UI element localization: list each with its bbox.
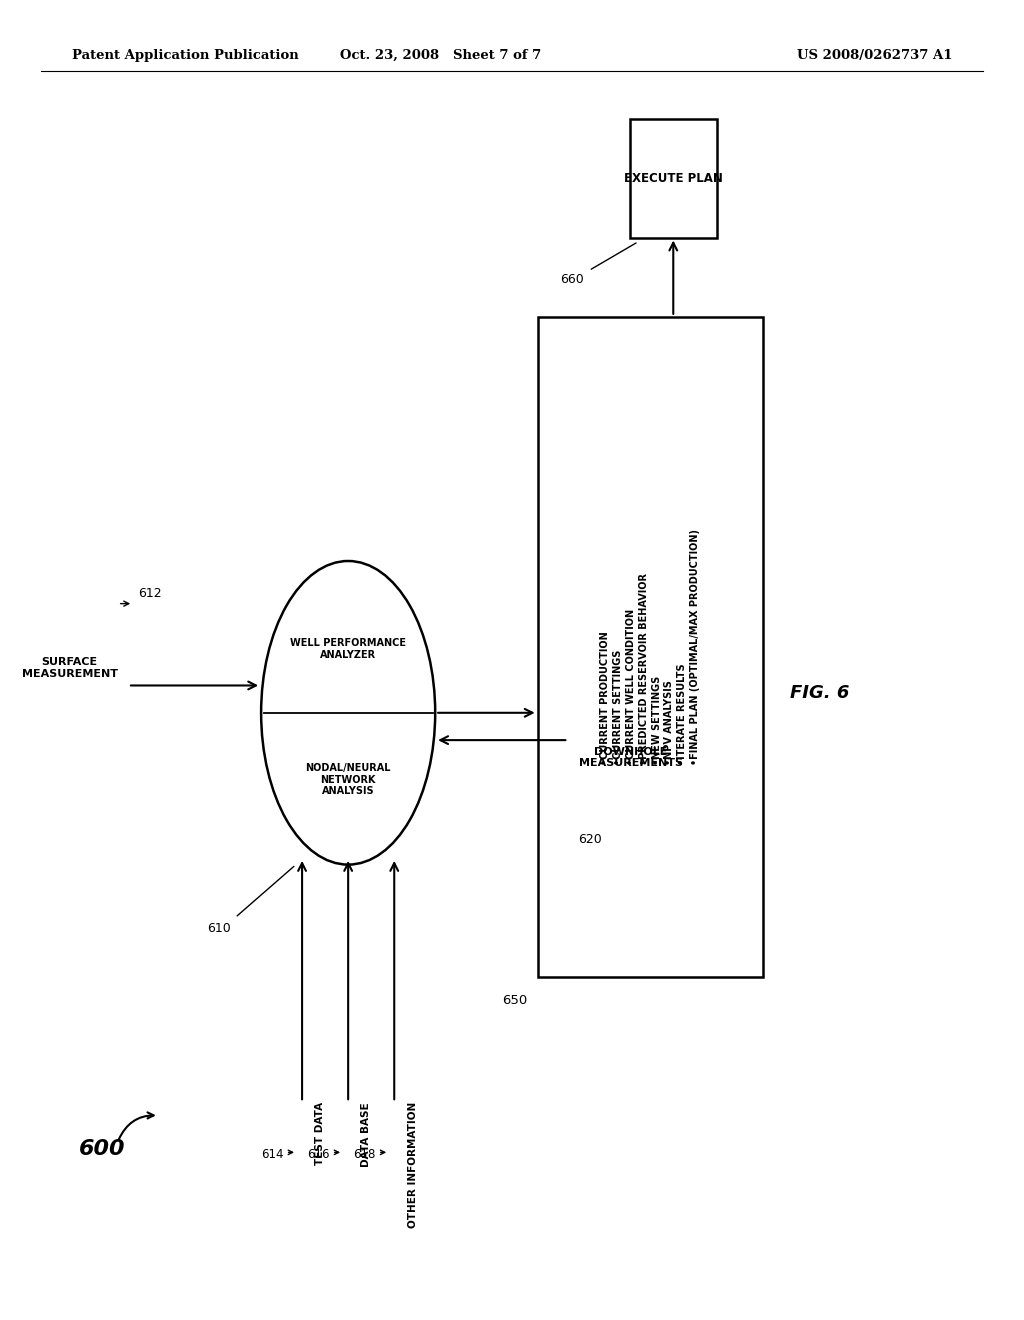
Text: •CURRENT PRODUCTION
•CURRENT SETTINGS
•CURRENT WELL CONDITION
•PREDICTED RESERVO: •CURRENT PRODUCTION •CURRENT SETTINGS •C… <box>600 529 700 764</box>
Text: DATA BASE: DATA BASE <box>361 1102 372 1167</box>
Text: SURFACE
MEASUREMENT: SURFACE MEASUREMENT <box>22 657 118 678</box>
Bar <box>538 317 763 977</box>
Bar <box>630 119 717 238</box>
Text: US 2008/0262737 A1: US 2008/0262737 A1 <box>797 49 952 62</box>
Text: Oct. 23, 2008   Sheet 7 of 7: Oct. 23, 2008 Sheet 7 of 7 <box>340 49 541 62</box>
Text: 612: 612 <box>138 586 162 599</box>
Text: 660: 660 <box>560 273 584 286</box>
Text: DOWNHOLE
MEASUREMENTS: DOWNHOLE MEASUREMENTS <box>579 747 683 768</box>
Text: Patent Application Publication: Patent Application Publication <box>72 49 298 62</box>
Text: 616: 616 <box>307 1148 330 1162</box>
Text: FIG. 6: FIG. 6 <box>790 684 849 702</box>
Text: WELL PERFORMANCE
ANALYZER: WELL PERFORMANCE ANALYZER <box>290 639 407 660</box>
Text: 620: 620 <box>579 833 602 846</box>
Text: 600: 600 <box>79 1139 126 1159</box>
Text: EXECUTE PLAN: EXECUTE PLAN <box>624 172 723 185</box>
Text: 614: 614 <box>261 1148 284 1162</box>
Text: 618: 618 <box>353 1148 376 1162</box>
Text: 650: 650 <box>502 994 527 1007</box>
Text: TEST DATA: TEST DATA <box>315 1102 326 1166</box>
Text: NODAL/NEURAL
NETWORK
ANALYSIS: NODAL/NEURAL NETWORK ANALYSIS <box>305 763 391 796</box>
Text: 610: 610 <box>207 923 230 936</box>
Text: OTHER INFORMATION: OTHER INFORMATION <box>408 1102 418 1229</box>
